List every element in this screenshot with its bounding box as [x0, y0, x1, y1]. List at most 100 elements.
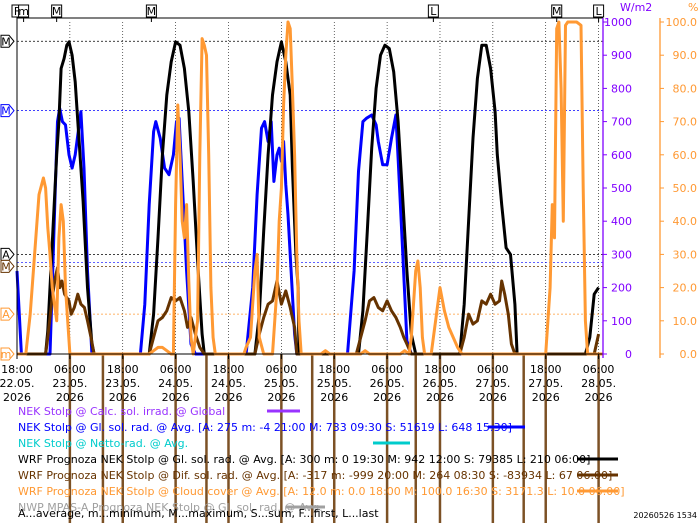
x-tick-date-10: 27.05.: [528, 377, 563, 390]
left-marker-box: [0, 347, 15, 361]
x-tick-year-4: 2026: [214, 391, 242, 404]
top-marker-5: M: [552, 5, 562, 18]
top-marker-4: L: [430, 5, 437, 18]
y-right-tick-50: 50.0: [673, 182, 698, 195]
x-tick-year-5: 2026: [267, 391, 295, 404]
x-tick-year-8: 2026: [426, 391, 454, 404]
x-tick-date-3: 24.05.: [158, 377, 193, 390]
top-marker-box: [551, 4, 563, 18]
x-tick-time-3: 06:00: [160, 363, 192, 376]
x-tick-time-2: 18:00: [107, 363, 139, 376]
y-left-tick-1000: 1000: [604, 16, 632, 29]
x-tick-time-7: 06:00: [371, 363, 403, 376]
top-marker-box: [593, 4, 605, 18]
legend-entry-6: NWP MPAS-A Prognoza NEK Stolp @ Gl. sol.…: [18, 501, 323, 514]
y-right-tick-10: 10.0: [673, 315, 698, 328]
y-left-tick-900: 900: [611, 49, 632, 62]
x-tick-time-10: 18:00: [530, 363, 562, 376]
x-tick-date-1: 23.05.: [52, 377, 87, 390]
x-tick-time-5: 06:00: [266, 363, 298, 376]
legend-entry-1: NEK Stolp @ Gl. sol. rad. @ Avg. [A: 275…: [18, 421, 512, 434]
x-tick-date-7: 26.05.: [370, 377, 405, 390]
top-marker-1: m: [18, 5, 29, 18]
left-marker-3: M: [1, 260, 11, 273]
legend-entry-4: WRF Prognoza NEK Stolp @ Dif. sol. rad. …: [18, 469, 612, 482]
x-tick-year-3: 2026: [162, 391, 190, 404]
y-left-tick-700: 700: [611, 116, 632, 129]
left-marker-1: M: [1, 105, 11, 118]
x-tick-time-1: 06:00: [54, 363, 86, 376]
y-right-tick-80: 80.0: [673, 82, 698, 95]
left-marker-box: [0, 104, 15, 118]
left-marker-4: A: [2, 308, 10, 321]
left-marker-box: [0, 34, 15, 48]
top-marker-box: [145, 4, 157, 18]
top-marker-6: L: [596, 5, 603, 18]
footnote: A...average, m...minimum, M...maximum, S…: [18, 507, 379, 520]
x-tick-date-5: 25.05.: [264, 377, 299, 390]
x-tick-date-8: 26.05.: [422, 377, 457, 390]
x-tick-year-1: 2026: [56, 391, 84, 404]
left-marker-box: [0, 307, 15, 321]
left-marker-2: A: [2, 248, 10, 261]
series-lines: [15, 20, 603, 356]
grid: [16, 22, 599, 354]
x-tick-time-8: 18:00: [424, 363, 456, 376]
x-tick-date-9: 27.05.: [475, 377, 510, 390]
x-tick-year-10: 2026: [532, 391, 560, 404]
y-left-tick-400: 400: [611, 215, 632, 228]
x-tick-year-7: 2026: [373, 391, 401, 404]
x-tick-time-11: 06:00: [583, 363, 615, 376]
x-tick-date-6: 25.05.: [317, 377, 352, 390]
legend-entry-0: NEK Stolp @ Calc. sol. irrad. @ Global: [18, 405, 225, 418]
x-tick-time-6: 18:00: [318, 363, 350, 376]
legend-entry-3: WRF Prognoza NEK Stolp @ Gl. sol. rad. @…: [18, 453, 590, 466]
reference-lines: [17, 40, 603, 315]
x-tick-time-9: 06:00: [477, 363, 509, 376]
top-marker-box: [51, 4, 63, 18]
tick-labels: 0 100 200 300 400 500 600 700 800 900 1000 0.0 10.0 2…: [0, 16, 697, 404]
legend: NEK Stolp @ Calc. sol. irrad. @ Global NE…: [18, 405, 625, 514]
x-tick-date-0: 22.05.: [0, 377, 35, 390]
y-right-tick-40: 40.0: [673, 215, 698, 228]
x-tick-date-4: 24.05.: [211, 377, 246, 390]
series-line-3: [17, 40, 600, 356]
timestamp: 20260526 1534: [633, 511, 697, 520]
x-tick-time-4: 18:00: [213, 363, 245, 376]
series-line-4: [17, 266, 601, 356]
top-marker-2: M: [52, 5, 62, 18]
y-left-tick-200: 200: [611, 282, 632, 295]
x-tick-date-2: 23.05.: [105, 377, 140, 390]
y-right-tick-0: 0.0: [680, 348, 698, 361]
y-right-unit: %: [688, 1, 698, 14]
top-marker-box: [18, 4, 30, 18]
left-marker-box: [0, 247, 15, 261]
top-marker-0: F: [14, 5, 20, 18]
y-right-tick-70: 70.0: [673, 116, 698, 129]
legend-entry-5: WRF Prognoza NEK Stolp @ Cloud cover @ A…: [18, 485, 625, 498]
x-tick-year-9: 2026: [479, 391, 507, 404]
x-tick-time-0: 18:00: [1, 363, 33, 376]
y-right-tick-20: 20.0: [673, 282, 698, 295]
legend-entry-2: NEK Stolp @ Netto-rad. @ Avg.: [18, 437, 188, 450]
left-marker-0: M: [1, 35, 11, 48]
top-marker-box: [427, 4, 439, 18]
y-right-tick-90: 90.0: [673, 49, 698, 62]
x-tick-year-6: 2026: [320, 391, 348, 404]
y-left-tick-800: 800: [611, 82, 632, 95]
x-tick-year-11: 2026: [585, 391, 613, 404]
legend-drop-lines: [68, 354, 600, 523]
left-marker-5: m: [1, 348, 12, 361]
x-tick-year-2: 2026: [109, 391, 137, 404]
y-left-unit: W/m2: [620, 1, 652, 14]
y-right-tick-60: 60.0: [673, 149, 698, 162]
y-left-tick-300: 300: [611, 248, 632, 261]
y-right-tick-30: 30.0: [673, 248, 698, 261]
y-right-tick-100: 100.0: [666, 16, 698, 29]
y-left-tick-500: 500: [611, 182, 632, 195]
y-left-tick-600: 600: [611, 149, 632, 162]
y-left-tick-100: 100: [611, 315, 632, 328]
top-marker-3: M: [147, 5, 157, 18]
